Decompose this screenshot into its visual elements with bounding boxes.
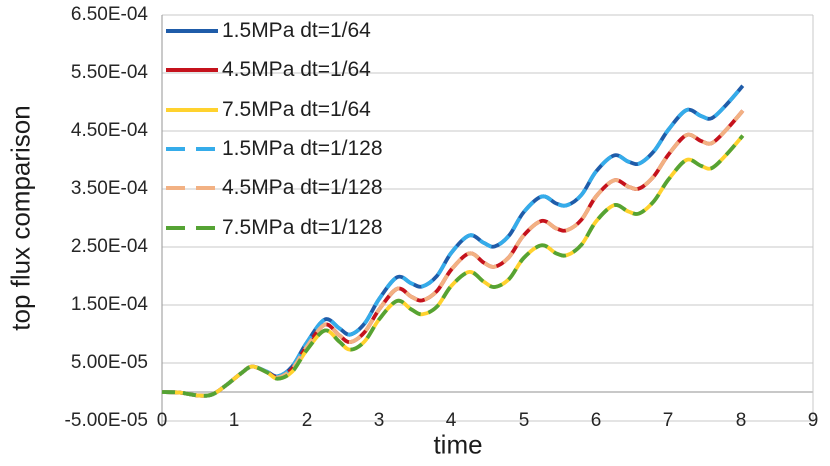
legend-label: 4.5MPa dt=1/64 xyxy=(222,58,371,81)
x-tick-label: 8 xyxy=(735,410,747,431)
x-tick-label: 9 xyxy=(807,410,819,431)
legend-label: 7.5MPa dt=1/128 xyxy=(222,216,383,239)
legend-label: 1.5MPa dt=1/64 xyxy=(222,19,371,42)
x-tick-label: 7 xyxy=(662,410,674,431)
legend-line-sample xyxy=(166,29,218,33)
x-tick-label: 5 xyxy=(518,410,530,431)
legend-label: 7.5MPa dt=1/64 xyxy=(222,98,371,121)
x-tick-label: 0 xyxy=(156,410,168,431)
legend-line-sample xyxy=(166,186,218,190)
legend-label: 1.5MPa dt=1/128 xyxy=(222,137,383,160)
y-tick-label: 3.50E-04 xyxy=(70,178,148,199)
x-tick-label: 4 xyxy=(445,410,457,431)
series-line-1-5mpa-dt-1-64 xyxy=(161,84,745,398)
y-axis-tick-labels: 6.50E-04 5.50E-04 4.50E-04 3.50E-04 2.50… xyxy=(0,0,148,466)
x-tick-label: 6 xyxy=(590,410,602,431)
legend-line-sample xyxy=(166,108,218,112)
y-tick-label: 4.50E-04 xyxy=(70,120,148,141)
legend-label: 4.5MPa dt=1/128 xyxy=(222,176,383,199)
legend-line-sample xyxy=(166,68,218,72)
series-line-1-5mpa-dt-1-128 xyxy=(161,84,745,398)
x-tick-label: 1 xyxy=(228,410,240,431)
y-tick-label: 6.50E-04 xyxy=(70,4,148,25)
y-tick-label: 1.50E-04 xyxy=(70,294,148,315)
legend-line-sample xyxy=(166,147,218,151)
x-tick-label: 2 xyxy=(301,410,313,431)
y-tick-label: -5.00E-05 xyxy=(64,410,148,431)
y-tick-label: 5.50E-04 xyxy=(70,62,148,83)
y-tick-label: 2.50E-04 xyxy=(70,236,148,257)
x-tick-label: 3 xyxy=(373,410,385,431)
legend-line-sample xyxy=(166,226,218,230)
y-axis-title: top flux comparison xyxy=(5,105,36,331)
y-tick-label: 5.00E-05 xyxy=(70,352,148,373)
x-axis-title: time xyxy=(433,429,483,460)
series-line-7-5mpa-dt-1-128 xyxy=(161,134,745,398)
